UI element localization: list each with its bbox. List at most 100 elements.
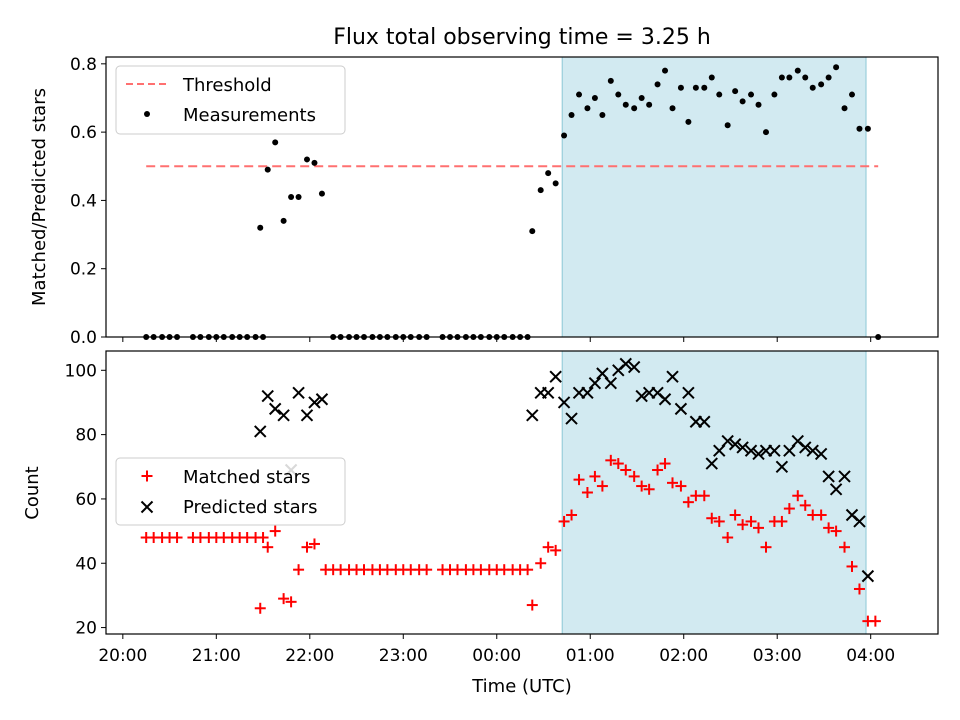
matched-point	[257, 532, 269, 544]
top-plot-frame	[105, 56, 939, 338]
legend-matched-label: Matched stars	[183, 467, 310, 488]
predicted-point	[721, 434, 734, 448]
top-y-axis-label: Matched/Predicted stars	[29, 88, 50, 306]
predicted-point	[806, 444, 819, 457]
matched-point	[643, 483, 655, 495]
bottom-observing-window	[561, 350, 867, 635]
matched-point	[620, 464, 632, 476]
measurement-point	[295, 194, 302, 200]
measurement-point	[856, 125, 863, 132]
y-tick-label: 40	[75, 554, 97, 574]
predicted-point	[752, 447, 765, 461]
measurement-point	[622, 101, 629, 108]
predicted-point	[768, 444, 781, 457]
matched-point	[675, 480, 687, 492]
measurement-point	[607, 77, 614, 84]
predicted-point	[254, 425, 267, 438]
measurement-point	[257, 224, 264, 231]
predicted-point	[261, 389, 274, 403]
predicted-point	[315, 393, 329, 406]
predicted-point	[619, 357, 632, 371]
y-tick-label: 80	[75, 426, 97, 446]
matched-point	[581, 487, 593, 498]
legend-measurements-label: Measurements	[183, 105, 316, 126]
matched-point	[612, 458, 624, 470]
measurement-point	[318, 190, 325, 197]
measurement-point	[708, 74, 715, 81]
matched-point	[753, 522, 765, 534]
matched-point	[783, 503, 795, 515]
legend-predicted-swatch	[140, 500, 154, 514]
top-panel: 0.00.20.40.60.8 Matched/Predicted stars …	[29, 55, 939, 348]
predicted-point	[292, 386, 305, 400]
predicted-point	[557, 396, 571, 409]
matched-point	[526, 599, 538, 611]
bottom-panel: 20 40 60 80 100 20:00 21:00 22:00 23:00 00:00 01:…	[22, 350, 939, 697]
matched-point	[815, 509, 827, 521]
measurement-point	[272, 139, 279, 146]
measurement-point	[311, 159, 318, 166]
measurement-point	[615, 91, 622, 98]
measurement-point	[794, 67, 801, 74]
matched-point	[659, 458, 671, 470]
y-tick-label: 0.0	[70, 328, 97, 348]
matched-point	[278, 593, 290, 605]
predicted-point	[588, 376, 602, 390]
predicted-point	[822, 470, 835, 483]
chart-title: Flux total observing time = 3.25 h	[333, 25, 711, 50]
y-tick-label: 0.2	[70, 260, 97, 280]
top-y-axis: 0.0 0.2 0.4 0.6 0.8	[70, 55, 106, 348]
matched-point	[573, 474, 585, 486]
matched-point	[171, 532, 183, 544]
predicted-point	[814, 447, 828, 461]
measurement-point	[631, 105, 638, 112]
predicted-point	[658, 393, 672, 406]
matched-point	[535, 557, 547, 569]
matched-point	[823, 522, 835, 534]
measurement-point	[576, 91, 583, 98]
predicted-point	[666, 370, 679, 383]
measurement-point	[561, 132, 568, 139]
matched-point	[421, 564, 433, 576]
predicted-point	[853, 515, 866, 528]
matched-point	[269, 525, 281, 537]
matched-point	[682, 496, 694, 508]
measurements-series	[143, 64, 882, 340]
measurement-point	[591, 94, 598, 101]
measurement-point	[748, 91, 755, 98]
matched-point	[729, 509, 741, 521]
matched-point	[308, 538, 320, 550]
x-axis-label: Time (UTC)	[471, 676, 572, 697]
legend-predicted-label: Predicted stars	[183, 497, 317, 518]
measurement-point	[786, 74, 793, 81]
matched-point	[853, 583, 865, 595]
x-tick-label: 04:00	[846, 646, 895, 666]
matched-point	[722, 532, 734, 544]
matched-point	[550, 544, 562, 556]
predicted-point	[775, 460, 789, 473]
predicted-point	[268, 402, 282, 416]
measurement-point	[762, 129, 769, 136]
top-x-axis	[122, 337, 872, 342]
matched-point	[542, 541, 554, 553]
measurement-point	[848, 91, 855, 98]
measurement-point	[692, 84, 699, 91]
predicted-point	[526, 409, 539, 422]
predicted-point	[581, 386, 594, 400]
measurement-point	[280, 217, 287, 224]
measurement-point	[732, 88, 739, 95]
matched-point	[737, 519, 749, 531]
predicted-point	[300, 409, 314, 422]
matched-point	[792, 490, 804, 502]
predicted-point	[277, 409, 290, 422]
matched-point	[589, 470, 601, 482]
measurement-point	[677, 84, 684, 91]
measurement-point	[654, 81, 661, 88]
measurement-point	[662, 67, 669, 74]
predicted-point	[308, 396, 321, 409]
y-tick-label: 0.4	[70, 191, 97, 211]
matched-point	[698, 490, 710, 502]
matched-point	[558, 515, 570, 527]
predicted-point	[838, 470, 851, 483]
